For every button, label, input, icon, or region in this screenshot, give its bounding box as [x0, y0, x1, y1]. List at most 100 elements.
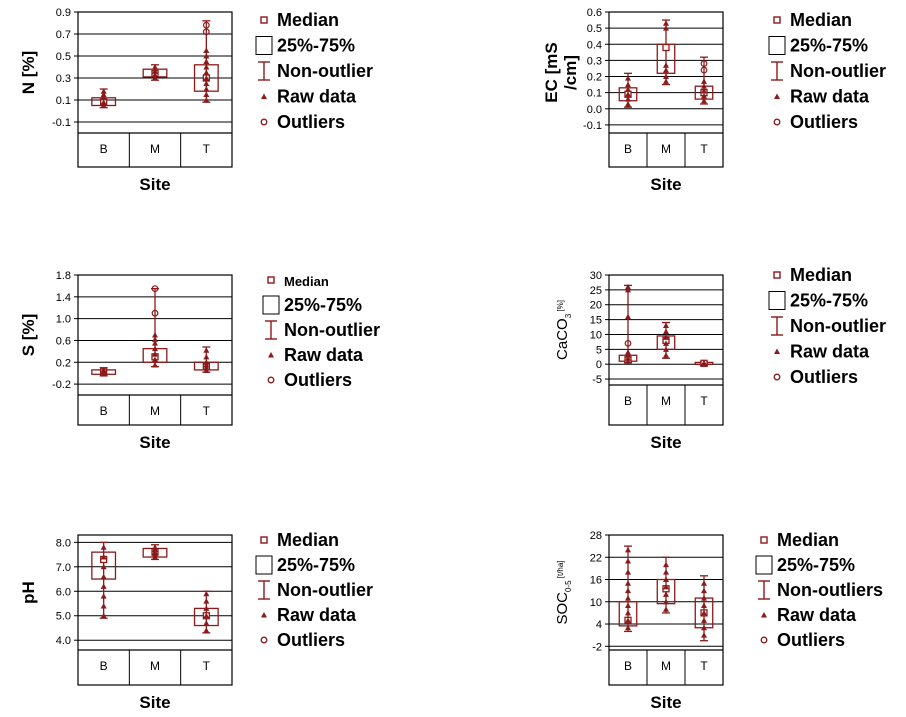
raw-data-point — [625, 100, 631, 107]
raw-data-point — [203, 598, 210, 604]
y-tick-label: -5 — [592, 374, 602, 386]
raw-data-point — [100, 366, 107, 373]
legend: Median 25%-75% Non-outlier Raw data Outliers — [255, 530, 373, 650]
box-T — [694, 575, 714, 642]
raw-data-point — [152, 332, 158, 338]
box-M — [656, 19, 676, 86]
raw-data-point — [100, 94, 107, 101]
raw-data-point — [203, 69, 210, 75]
box-T — [694, 56, 714, 105]
legend-label: Non-outlier — [790, 61, 886, 81]
raw-data-point — [100, 554, 107, 560]
raw-data-point — [625, 609, 631, 616]
raw-data-point — [152, 351, 158, 357]
outlier-point — [700, 60, 708, 68]
raw-data-point — [203, 590, 210, 597]
box-B — [618, 72, 638, 108]
raw-data-point — [701, 609, 707, 616]
raw-data-point — [663, 322, 669, 329]
raw-data-point — [203, 47, 210, 53]
legend-label: Non-outlier — [277, 580, 373, 600]
legend-iqr: 25%-75% — [255, 555, 355, 575]
legend-label: 25%-75% — [777, 555, 855, 575]
outlier-point — [151, 285, 159, 293]
box-T — [193, 346, 219, 373]
median-marker — [662, 43, 670, 52]
plot-frame — [77, 11, 233, 168]
legend-label: Non-outlier — [277, 61, 373, 81]
y-tick-label: 22 — [590, 552, 602, 564]
y-tick-label: 0.9 — [56, 7, 71, 19]
y-tick-label: 0.0 — [587, 104, 602, 116]
raw-data-point — [203, 612, 210, 619]
legend-iqr: 25%-75% — [768, 36, 868, 56]
legend-median: Median — [260, 10, 339, 30]
raw-data-point — [625, 352, 631, 358]
legend-median: Median — [773, 10, 852, 30]
legend-iqr: 25%-75% — [768, 291, 868, 311]
raw-data-point — [625, 546, 631, 553]
y-tick-label: 0.4 — [587, 39, 602, 51]
x-category-label: M — [661, 659, 671, 673]
legend-iqr: 25%-75% — [755, 555, 855, 575]
raw-data-point — [701, 587, 707, 594]
iqr-symbol — [755, 555, 773, 575]
legend: Median 25%-75% Non-outliers Raw data Outlier… — [755, 530, 883, 650]
y-tick-label: 10 — [590, 329, 602, 341]
raw-data-point — [152, 340, 158, 346]
legend-raw-data: Raw data — [761, 605, 857, 625]
raw-data-point — [100, 602, 107, 609]
raw-data-point — [152, 356, 158, 363]
box-T — [193, 590, 219, 634]
raw-data-point — [625, 580, 631, 586]
legend-label: Median — [790, 265, 852, 285]
raw-data-point — [203, 97, 210, 103]
iqr-symbol — [768, 36, 786, 55]
legend-non-outlier: Non-outlier — [258, 580, 373, 600]
legend-label: Raw data — [790, 87, 870, 107]
legend-outliers: Outliers — [260, 112, 345, 132]
legend-label: Outliers — [277, 630, 345, 650]
raw-data-point — [663, 598, 669, 605]
legend-label: Outliers — [284, 370, 352, 390]
raw-data-point — [663, 73, 669, 80]
box-B — [618, 283, 638, 364]
y-tick-label: 1.0 — [56, 314, 71, 326]
legend-label: 25%-75% — [284, 295, 362, 315]
raw-data-point — [100, 99, 107, 105]
raw-data-point — [203, 64, 210, 70]
box-B — [618, 545, 638, 633]
outlier-symbol — [760, 636, 768, 644]
legend-non-outlier: Non-outlier — [771, 61, 886, 81]
raw-data-point — [701, 602, 707, 608]
raw-data-point — [625, 86, 631, 92]
x-category-label: B — [100, 404, 108, 418]
raw-data-symbol — [268, 352, 274, 358]
legend-raw-data: Raw data — [268, 345, 364, 365]
box-T — [193, 20, 219, 103]
plot-frame — [608, 274, 724, 426]
y-tick-label: 5 — [596, 344, 602, 356]
legend: Median 25%-75% Non-outlier Raw data Outliers — [262, 274, 380, 390]
median-symbol — [260, 16, 268, 24]
raw-data-symbol — [761, 612, 767, 618]
y-axis-label: EC [mS/cm] — [542, 42, 580, 102]
outlier-point — [700, 66, 708, 74]
chart-panel-1: 0.9 0.7 0.5 0.3 0.1 -0.1 B M T Site N [%] Median 25%… — [19, 7, 373, 194]
raw-data-point — [663, 561, 669, 568]
legend-label: Median — [277, 530, 339, 550]
raw-data-point — [663, 334, 669, 340]
y-tick-label: 16 — [590, 575, 602, 587]
legend-raw-data: Raw data — [261, 87, 357, 107]
raw-data-point — [625, 587, 631, 594]
raw-data-point — [663, 606, 669, 612]
raw-data-point — [152, 362, 158, 368]
raw-data-point — [701, 83, 707, 89]
y-tick-label: 0.7 — [56, 29, 71, 41]
outlier-symbol — [260, 636, 268, 644]
raw-data-point — [663, 591, 669, 597]
box-M — [142, 285, 168, 368]
legend-label: Outliers — [790, 367, 858, 387]
x-category-label: T — [700, 659, 708, 673]
